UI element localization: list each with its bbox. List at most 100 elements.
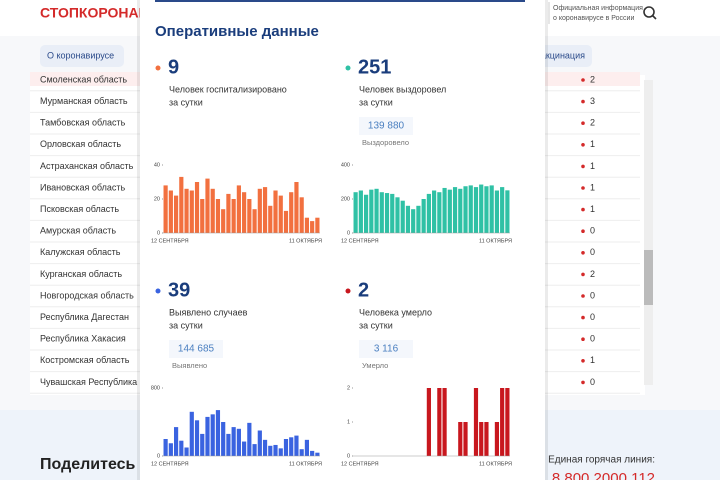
y-tick-label: 0 xyxy=(157,453,160,459)
region-name: Костромская область xyxy=(40,355,130,365)
search-icon[interactable] xyxy=(643,6,655,18)
nav-pill[interactable] xyxy=(40,45,124,67)
bar xyxy=(294,182,299,233)
bar xyxy=(163,185,168,233)
bar xyxy=(257,430,262,456)
bar xyxy=(500,388,505,456)
bar xyxy=(468,185,473,233)
bar xyxy=(173,195,179,233)
x-label: 11 ОКТЯБРЯ xyxy=(479,461,512,467)
bar xyxy=(268,445,273,456)
search-icon-handle xyxy=(651,14,657,20)
bar xyxy=(262,187,268,233)
region-name: Тамбовская область xyxy=(40,118,126,128)
popup-title: Оперативные данные xyxy=(155,23,319,40)
region-name: Мурманская область xyxy=(40,96,128,106)
region-value: 2 xyxy=(590,269,595,279)
bar xyxy=(384,193,390,233)
bullet xyxy=(345,65,351,71)
bar xyxy=(437,388,442,456)
bar xyxy=(242,192,247,233)
bar xyxy=(315,217,320,233)
bar xyxy=(416,205,421,233)
status-dot xyxy=(581,78,585,82)
bullet xyxy=(155,288,161,294)
bar xyxy=(215,410,221,456)
region-value: 0 xyxy=(590,290,595,300)
bar xyxy=(432,190,437,233)
bar xyxy=(479,184,484,233)
bar xyxy=(221,209,226,233)
total-box xyxy=(359,117,413,135)
x-label: 11 ОКТЯБРЯ xyxy=(289,238,322,244)
bar xyxy=(494,190,500,233)
region-name: Республика Дагестан xyxy=(40,312,129,322)
y-tick-label: 800 xyxy=(151,385,160,391)
total: 139 880 xyxy=(368,121,405,132)
status-dot xyxy=(581,164,585,169)
nav-item[interactable]: О коронавирусе xyxy=(47,50,114,60)
y-tick-label: 200 xyxy=(341,196,350,202)
region-name: Новгородская область xyxy=(40,290,134,300)
y-tick-label: 0 xyxy=(347,230,350,236)
region-value: 1 xyxy=(590,355,595,365)
caption: за сутки xyxy=(359,320,393,330)
bar xyxy=(278,195,283,233)
region-value: 1 xyxy=(590,161,595,171)
region-value: 0 xyxy=(590,226,595,236)
bar xyxy=(505,388,510,456)
bar xyxy=(304,217,310,233)
status-dot xyxy=(581,186,585,190)
hotline-label: Единая горячая линия: xyxy=(548,455,655,466)
region-value: 3 xyxy=(590,96,595,106)
bar xyxy=(194,182,200,233)
region-name: Курганская область xyxy=(40,269,122,279)
bar xyxy=(458,188,463,233)
status-dot xyxy=(581,229,585,233)
bar xyxy=(299,449,304,456)
bar xyxy=(400,200,405,233)
region-value: 1 xyxy=(590,182,595,192)
region-value: 2 xyxy=(590,74,595,84)
region-value: 0 xyxy=(590,334,595,344)
region-name: Орловская область xyxy=(40,139,121,149)
region-name: Чувашская Республика xyxy=(40,377,137,387)
region-name: Ивановская область xyxy=(40,182,125,192)
y-tick-label: 0 xyxy=(157,230,160,236)
total-label: Выявлено xyxy=(172,361,207,370)
bar xyxy=(473,388,479,456)
status-dot xyxy=(581,121,585,125)
bar xyxy=(268,205,273,233)
bar xyxy=(353,192,358,233)
bar xyxy=(231,427,236,456)
bar xyxy=(283,210,289,233)
bar xyxy=(379,192,384,233)
scrollbar[interactable] xyxy=(644,80,653,385)
bar xyxy=(184,447,189,456)
status-dot xyxy=(581,143,585,147)
region-name: Смоленская область xyxy=(40,74,127,84)
bar xyxy=(421,199,426,233)
y-tick-label: 40 xyxy=(154,162,160,168)
bar xyxy=(194,420,200,456)
nav-item[interactable]: Вакцинация xyxy=(535,50,585,60)
y-tick-label: 20 xyxy=(154,196,160,202)
caption: Человек выздоровел xyxy=(359,84,446,94)
x-label: 11 ОКТЯБРЯ xyxy=(479,238,512,244)
bar xyxy=(505,190,510,233)
status-dot xyxy=(581,380,585,385)
bar xyxy=(236,185,241,233)
scroll-thumb[interactable] xyxy=(644,250,653,305)
x-label: 12 СЕНТЯБРЯ xyxy=(341,238,379,244)
bar xyxy=(278,448,283,456)
region-name: Калужская область xyxy=(40,247,121,257)
status-dot xyxy=(581,337,585,342)
bar xyxy=(463,186,468,233)
total-box xyxy=(169,340,223,358)
bar xyxy=(494,422,500,456)
bar xyxy=(315,452,320,456)
bar xyxy=(289,437,294,456)
bar xyxy=(262,439,268,456)
bar xyxy=(273,444,278,456)
caption: за сутки xyxy=(169,320,203,330)
